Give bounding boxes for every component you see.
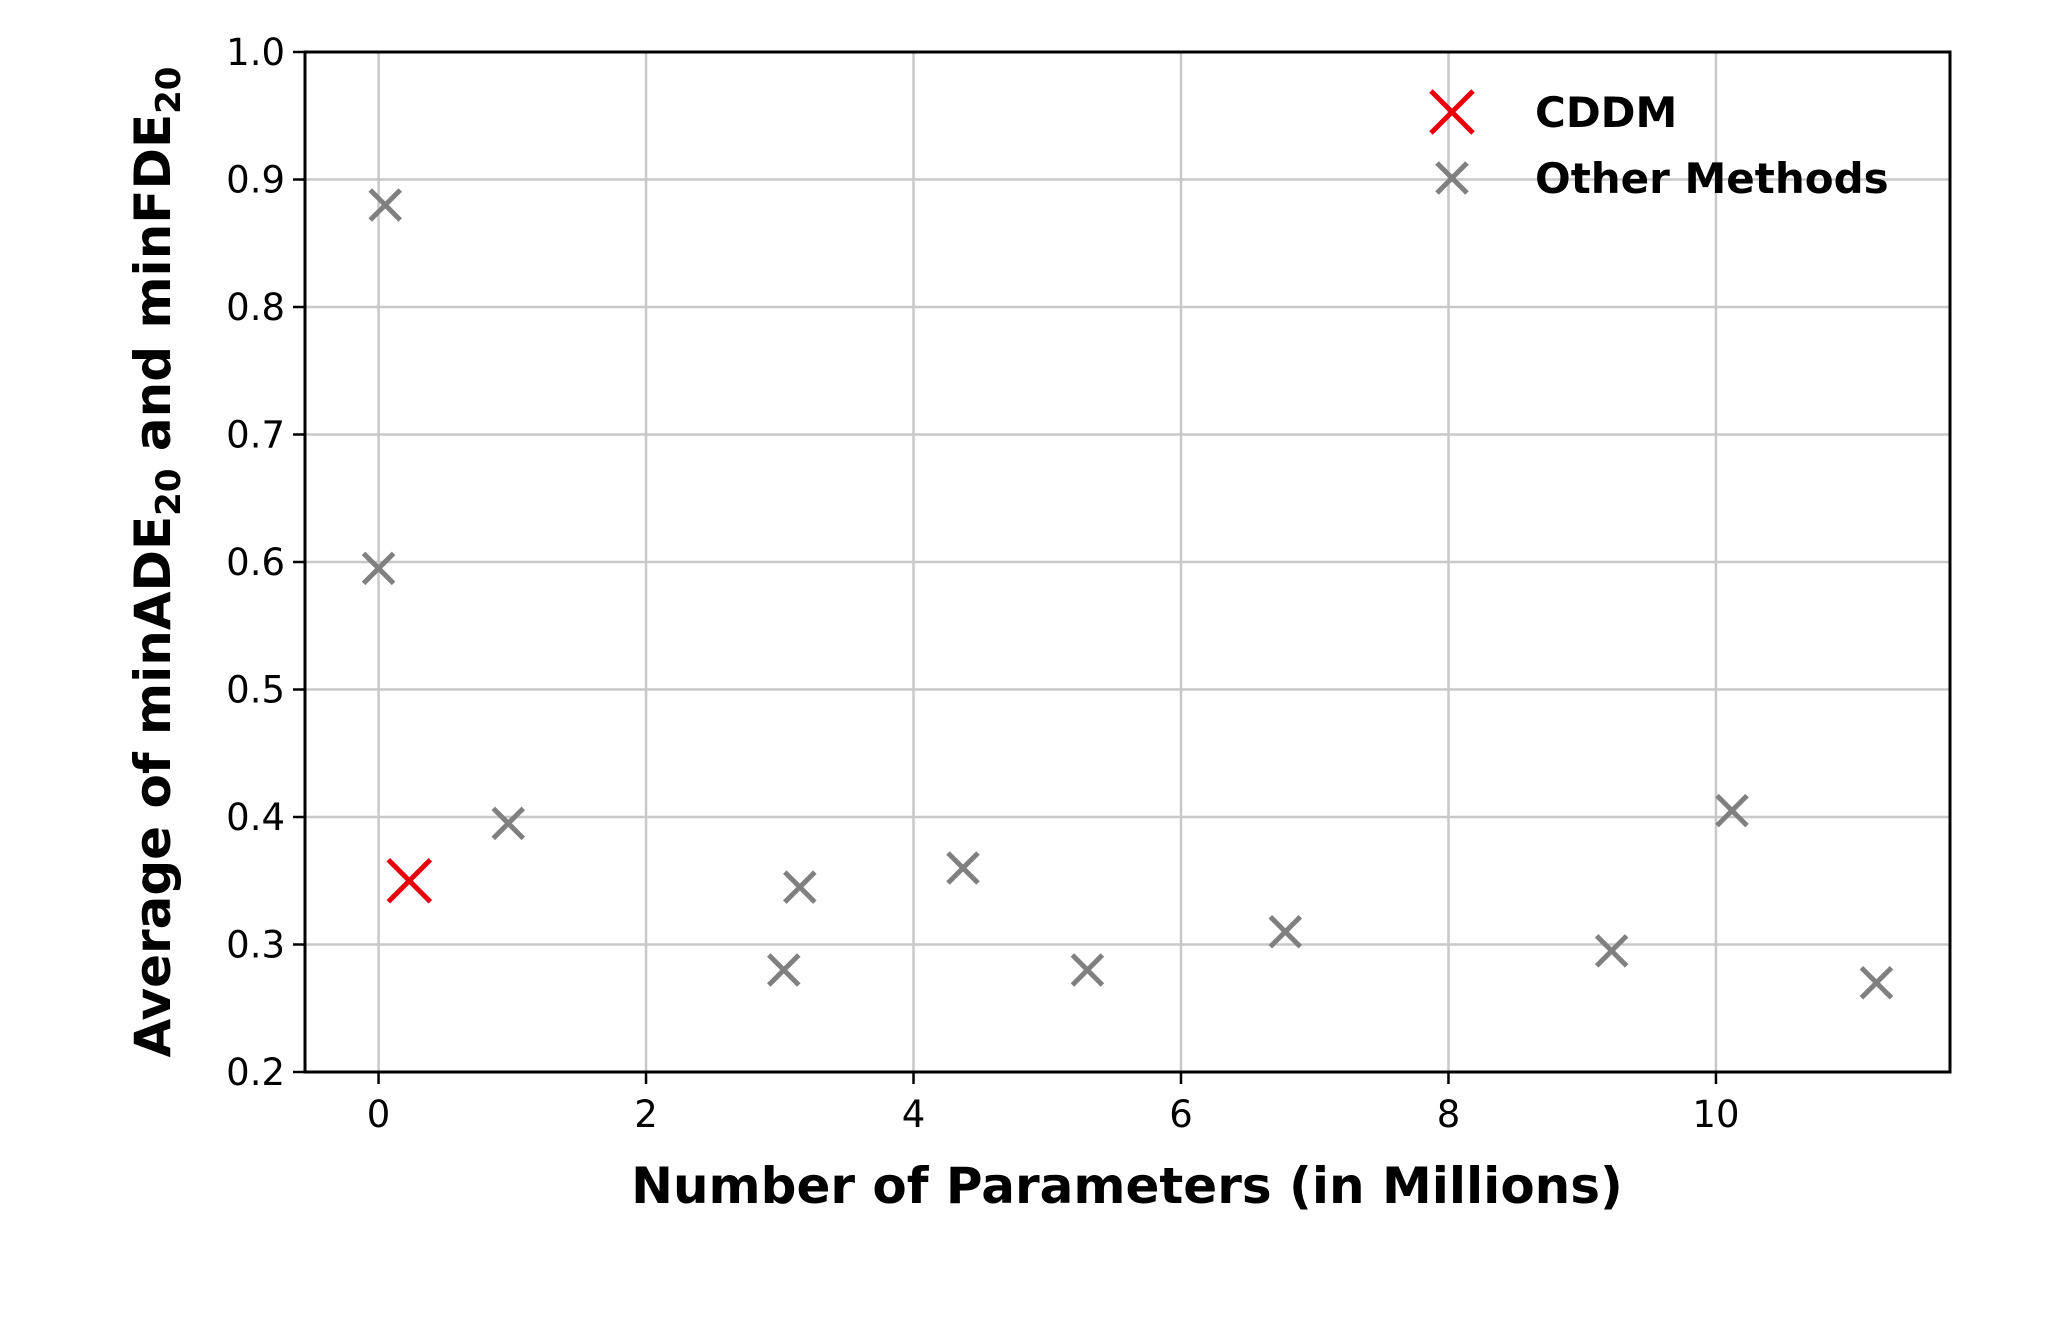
other-method-point	[946, 851, 980, 885]
other-method-point	[361, 551, 396, 586]
y-tick-label: 0.2	[226, 1051, 285, 1094]
y-tick-label: 0.3	[226, 924, 285, 967]
cddm-point	[386, 857, 433, 904]
legend-cddm-label: CDDM	[1535, 88, 1677, 137]
axis-ticks: 0 2 4 6 8 10 0.2 0.3 0.4 0.5 0.6 0.7 0.8 0.9 1.0	[226, 31, 1739, 1136]
other-method-point	[1070, 953, 1105, 987]
other-method-point	[1859, 965, 1894, 1000]
legend-cddm-marker	[1429, 89, 1475, 135]
y-tick-label: 0.5	[226, 669, 285, 712]
x-tick-label: 2	[634, 1093, 658, 1136]
y-axis-title: Average of minADE20 and minFDE20	[124, 67, 189, 1058]
plot-frame	[303, 50, 1952, 1074]
other-method-point	[368, 188, 403, 222]
y-axis-title-subscript: 20	[149, 67, 189, 114]
legend-other-label: Other Methods	[1535, 154, 1889, 203]
x-tick-label: 6	[1169, 1093, 1193, 1136]
other-method-point	[767, 953, 801, 987]
y-tick-label: 0.9	[226, 159, 285, 202]
y-axis-title-text: and minFDE	[124, 114, 182, 469]
x-tick-label: 0	[367, 1093, 391, 1136]
other-method-point	[783, 870, 817, 904]
x-tick-label: 8	[1437, 1093, 1461, 1136]
other-method-point	[1268, 914, 1303, 949]
x-axis-title: Number of Parameters (in Millions)	[631, 1157, 1623, 1215]
y-tick-label: 0.7	[226, 414, 285, 457]
y-tick-label: 0.8	[226, 286, 285, 329]
y-tick-label: 0.6	[226, 541, 285, 584]
other-method-point	[1715, 793, 1749, 828]
legend: CDDM Other Methods	[1429, 88, 1889, 203]
other-method-point	[1594, 934, 1629, 968]
data-points	[361, 188, 1894, 1000]
y-axis-title-text: Average of minADE	[124, 516, 182, 1058]
y-tick-label: 1.0	[226, 31, 285, 74]
other-method-point	[491, 806, 526, 841]
legend-other-marker	[1435, 161, 1469, 195]
x-tick-label: 10	[1692, 1093, 1739, 1136]
x-tick-label: 4	[902, 1093, 926, 1136]
y-tick-label: 0.4	[226, 796, 285, 839]
y-axis-title-subscript: 20	[149, 468, 189, 515]
